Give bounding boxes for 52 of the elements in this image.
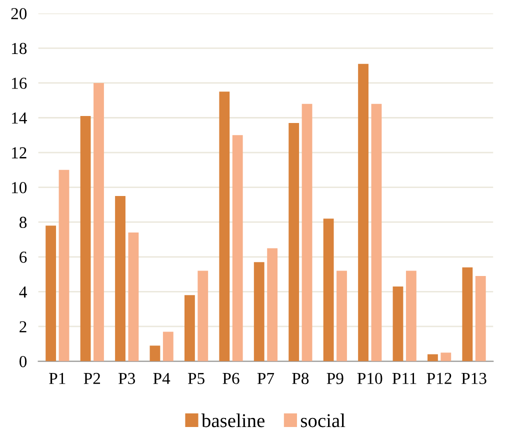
bar [150, 346, 160, 362]
bar [254, 262, 264, 362]
y-tick-label: 16 [12, 78, 27, 89]
bar [198, 270, 208, 362]
y-tick-label: 12 [12, 147, 26, 158]
legend-label: baseline [201, 414, 264, 428]
x-tick-label: P3 [118, 372, 136, 384]
bar [392, 286, 404, 362]
x-tick-label: P13 [462, 372, 486, 384]
bar [267, 248, 278, 362]
x-tick-label: P6 [222, 372, 240, 384]
y-tick-label: 10 [12, 182, 27, 194]
bar [323, 218, 334, 362]
bar [475, 276, 486, 362]
y-tick-label: 20 [11, 8, 27, 20]
bar [128, 232, 139, 362]
y-tick-label: 2 [20, 321, 26, 332]
x-tick-label: P12 [426, 372, 452, 384]
bar [58, 170, 70, 362]
x-tick-label: P10 [357, 372, 382, 384]
x-tick-label: P2 [84, 372, 100, 384]
y-tick-label: 8 [20, 216, 27, 228]
x-tick-label: P7 [257, 373, 274, 384]
bar [115, 196, 126, 362]
bar [336, 270, 347, 362]
bar [162, 332, 174, 362]
x-tick-label: P8 [292, 372, 309, 384]
bar [428, 354, 438, 362]
bar [462, 267, 473, 362]
bar [371, 104, 382, 362]
bar [94, 82, 104, 362]
bar [288, 122, 300, 362]
bar [184, 295, 195, 362]
x-tick-label: P1 [49, 372, 66, 384]
x-tick-label: P4 [153, 372, 170, 384]
y-tick-label: 4 [19, 286, 27, 298]
bar [46, 226, 56, 362]
bar [358, 64, 368, 362]
bar [232, 135, 243, 362]
bar [440, 352, 452, 362]
y-tick-label: 6 [20, 252, 27, 263]
y-tick-label: 0 [20, 356, 27, 368]
x-tick-label: P9 [326, 372, 344, 384]
bar [302, 104, 312, 362]
bar [406, 270, 416, 362]
y-tick-label: 14 [12, 112, 27, 124]
x-tick-label: P11 [392, 372, 416, 384]
bar [219, 92, 230, 362]
y-tick-label: 18 [12, 42, 27, 54]
bar [80, 116, 91, 362]
legend-label: social [300, 414, 346, 428]
x-tick-label: P5 [188, 373, 204, 384]
